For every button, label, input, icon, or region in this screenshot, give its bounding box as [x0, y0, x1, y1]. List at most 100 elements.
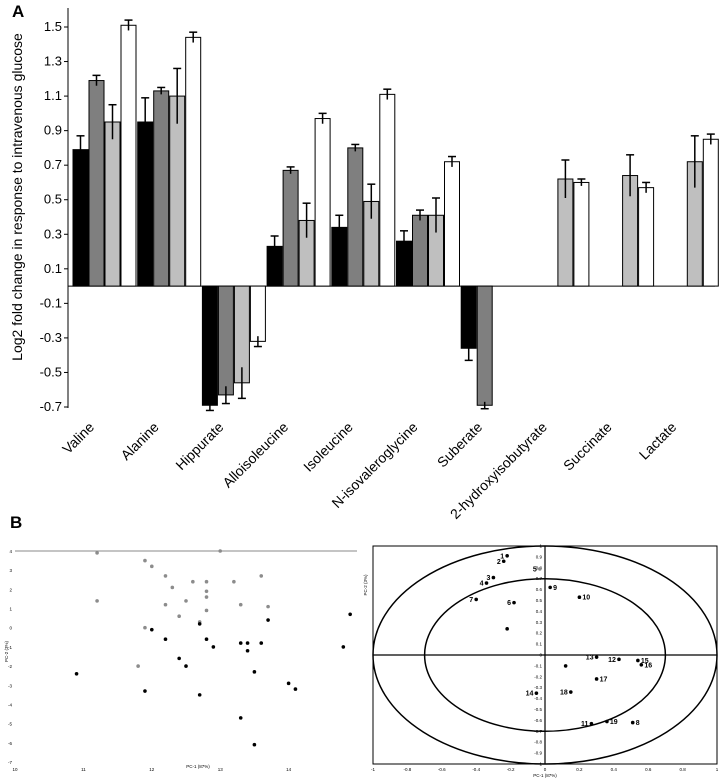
- y-tick-label: 0.7: [536, 576, 543, 581]
- x-tick-label: 0.2: [576, 767, 583, 772]
- y-tick-label: 0.6: [536, 587, 543, 592]
- y-tick-label: 1: [539, 544, 542, 549]
- scatter-point: [266, 604, 270, 609]
- y-tick-label: -0.7: [534, 729, 542, 734]
- loading-point: [512, 600, 516, 605]
- bar: [702, 138, 719, 287]
- x-tick-label: 11: [81, 767, 86, 772]
- scatter-point: [252, 742, 257, 747]
- y-tick-label: -0.3: [534, 685, 542, 690]
- y-tick-label: 0.2: [536, 631, 543, 636]
- loading-point: [484, 581, 489, 585]
- x-tick-label: 0.4: [611, 767, 618, 772]
- scatter-point: [191, 579, 195, 584]
- scatter-point: [204, 589, 209, 594]
- scatter-point: [150, 627, 154, 632]
- y-tick-label: 0: [9, 626, 12, 631]
- loading-point-label: 9: [553, 585, 557, 592]
- scatter-point: [259, 641, 264, 645]
- loading-point: [577, 595, 582, 600]
- panel-a-label: A: [12, 2, 24, 21]
- y-tick-label: 0.1: [44, 261, 62, 276]
- loading-point: [505, 627, 509, 631]
- scatter-point: [163, 602, 168, 607]
- bar: [444, 161, 460, 287]
- y-tick-label: -0.8: [534, 740, 542, 745]
- x-tick-label: -1: [371, 767, 375, 772]
- x-tick-label: -0.6: [438, 767, 446, 772]
- loading-point: [617, 657, 621, 662]
- x-category-label: Valine: [59, 419, 97, 457]
- x-category-label: Lactate: [636, 419, 680, 463]
- scatter-point: [232, 579, 236, 584]
- scatter-point: [286, 681, 291, 686]
- y-tick-label: -0.6: [534, 718, 542, 723]
- loading-point: [605, 719, 609, 724]
- loading-point: [636, 658, 640, 663]
- loading-point-label: 8: [636, 720, 640, 727]
- bar: [169, 95, 186, 287]
- y-tick-label: -4: [8, 702, 12, 707]
- scatter-point: [238, 716, 243, 720]
- scatter-point: [266, 618, 270, 622]
- loading-point: [474, 597, 479, 602]
- loading-point-label: 10: [582, 595, 590, 602]
- scatter-point: [184, 599, 188, 603]
- x-tick-label: 0.6: [645, 767, 652, 772]
- x-category-label: Hippurate: [172, 419, 226, 473]
- bar: [282, 169, 299, 287]
- bar: [137, 121, 154, 287]
- scatter-point: [136, 664, 140, 668]
- loading-point: [589, 721, 594, 726]
- loading-point-label: 12: [608, 657, 616, 664]
- x-tick-label: 0.8: [679, 767, 686, 772]
- scatter-point: [197, 622, 202, 626]
- scatter-point: [163, 637, 168, 642]
- y-tick-label: 0: [539, 653, 542, 658]
- y-tick-label: -5: [8, 722, 12, 727]
- loading-point: [538, 567, 542, 571]
- y-tick-label: 1.3: [44, 54, 62, 69]
- x-tick-label: -0.8: [404, 767, 412, 772]
- bar: [120, 24, 137, 287]
- bar: [104, 121, 121, 287]
- loading-point: [594, 655, 599, 659]
- bar: [72, 149, 89, 287]
- y-axis-label: PC-2 (3%): [4, 641, 9, 663]
- scatter-point: [348, 612, 352, 617]
- bar: [201, 285, 218, 406]
- loading-point-label: 19: [610, 719, 618, 726]
- scatter-point: [252, 670, 257, 674]
- y-tick-label: 0.4: [536, 609, 543, 614]
- bar: [88, 80, 105, 287]
- x-category-label: Isoleucine: [300, 419, 356, 475]
- y-tick-label: -1: [8, 645, 12, 650]
- scatter-point: [170, 585, 175, 590]
- scatter-point: [204, 637, 209, 642]
- x-tick-label: 1: [716, 767, 719, 772]
- bar: [476, 285, 493, 406]
- x-axis-label: PC-1 (87%): [533, 773, 557, 778]
- bar: [347, 147, 364, 287]
- y-tick-label: -7: [8, 760, 12, 765]
- y-tick-label: 0.7: [44, 157, 62, 172]
- y-tick-label: 4: [9, 549, 12, 554]
- scatter-point: [238, 641, 243, 645]
- loading-point: [505, 554, 509, 558]
- loading-point-label: 4: [480, 581, 484, 588]
- loading-point-label: 15: [641, 658, 649, 665]
- bar: [153, 90, 170, 287]
- scatter-point: [211, 645, 216, 649]
- y-tick-label: 0.5: [44, 192, 62, 207]
- y-tick-label: 1.5: [44, 19, 62, 34]
- pca-loadings-plot: 1 0.9 0.8 0.7 0.6 0.5 0.4 0.3 0.2 0.1 0 -0.1 -0.2 -0.…: [363, 544, 719, 779]
- x-axis-label: PC-1 (87%): [186, 764, 210, 769]
- y-tick-label: -1: [538, 762, 542, 767]
- scatter-point: [259, 574, 264, 578]
- x-tick-label: -0.4: [472, 767, 480, 772]
- x-tick-label: 10: [12, 767, 18, 772]
- y-tick-label: 0.5: [536, 598, 543, 603]
- bar: [412, 214, 428, 287]
- loading-point: [563, 664, 568, 668]
- loading-point-label: 14: [526, 691, 534, 698]
